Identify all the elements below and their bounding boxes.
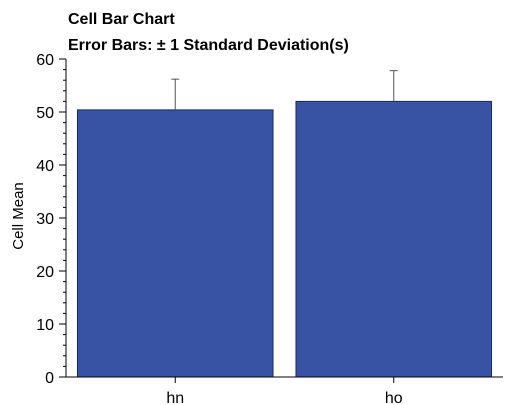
y-tick-label: 30 [36, 211, 54, 228]
chart-title: Cell Bar Chart [68, 11, 175, 28]
x-tick-label-ho: ho [385, 390, 403, 405]
y-tick-label: 10 [36, 317, 54, 334]
bars [76, 100, 493, 378]
y-axis: 0 10 20 30 40 50 60 [36, 52, 67, 387]
y-tick-label: 60 [36, 52, 54, 69]
y-tick-label: 40 [36, 158, 54, 175]
bar-ho [295, 100, 493, 378]
y-tick-label: 20 [36, 264, 54, 281]
x-axis: hn ho [66, 376, 503, 405]
error-bars [171, 70, 398, 110]
y-axis-label: Cell Mean [10, 182, 27, 250]
y-tick-label: 0 [45, 370, 54, 387]
chart-subtitle: Error Bars: ± 1 Standard Deviation(s) [68, 37, 349, 54]
bar-hn [76, 109, 274, 378]
x-tick-label-hn: hn [166, 390, 184, 405]
y-tick-label: 50 [36, 105, 54, 122]
